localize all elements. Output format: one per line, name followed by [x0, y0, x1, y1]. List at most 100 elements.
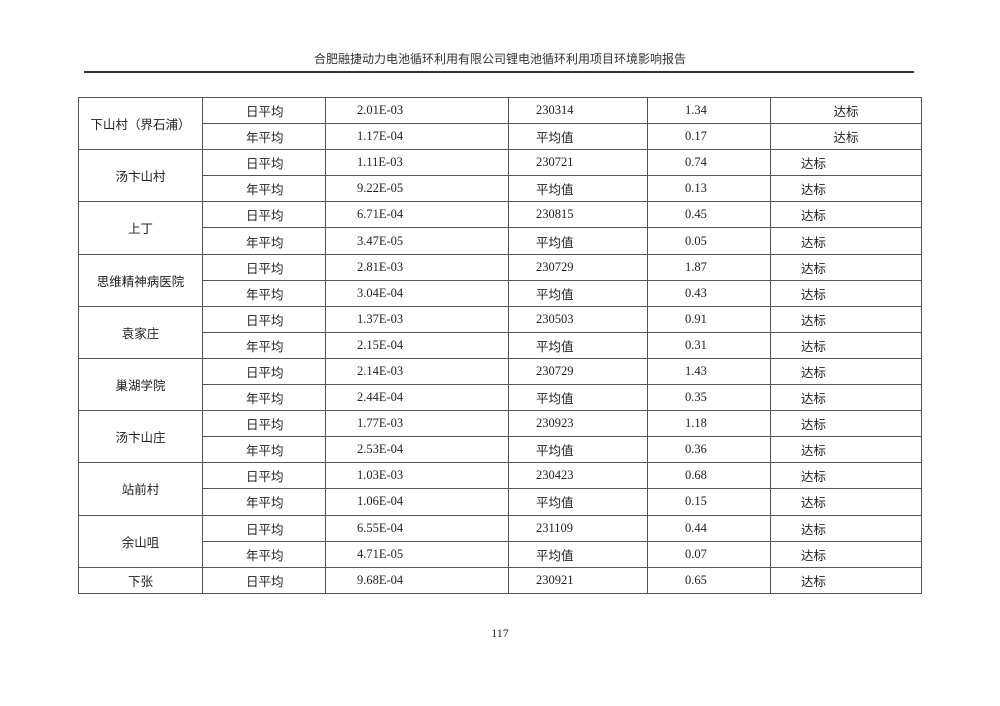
avg-type: 年平均 [202, 384, 326, 412]
concentration: 2.14E-03 [325, 357, 509, 386]
percent-of-standard: 0.65 [647, 566, 771, 594]
table-row: 下山村（界石浦） 日平均 2.01E-03 230314 1.34 达标 [78, 96, 922, 151]
site-name: 思维精神病医院 [78, 253, 203, 307]
percent-of-standard: 0.05 [647, 227, 771, 255]
table-row: 年平均 2.53E-04 平均值 0.36 达标 [79, 436, 922, 464]
site-name: 下张 [78, 566, 203, 594]
site-name: 上丁 [78, 201, 203, 255]
table-row: 汤卞山村 日平均 1.11E-03 230721 0.74 达标 [78, 149, 922, 203]
avg-type: 年平均 [202, 331, 326, 359]
compliance: 达标 [770, 175, 922, 203]
header-rule [84, 71, 914, 73]
table-row: 袁家庄 日平均 1.37E-03 230503 0.91 达标 [78, 305, 922, 359]
concentration: 9.22E-05 [325, 175, 509, 203]
avg-type: 日平均 [202, 410, 326, 438]
compliance: 达标 [770, 436, 922, 464]
results-table: 下山村（界石浦） 日平均 2.01E-03 230314 1.34 达标 年平均 1.17E-… [78, 96, 922, 594]
percent-of-standard: 0.43 [647, 279, 771, 307]
compliance: 达标 [770, 96, 922, 125]
compliance: 达标 [770, 123, 922, 151]
compliance: 达标 [770, 384, 922, 412]
concentration: 2.15E-04 [325, 331, 509, 359]
site-name: 汤卞山村 [78, 149, 203, 203]
table-row: 下张 日平均 9.68E-04 230921 0.65 达标 [78, 566, 922, 594]
table-row: 思维精神病医院 日平均 2.81E-03 230729 1.87 达标 [78, 253, 922, 307]
compliance: 达标 [770, 227, 922, 255]
site-name: 余山咀 [78, 514, 203, 568]
table-row: 年平均 4.71E-05 平均值 0.07 达标 [79, 540, 922, 568]
occurrence-time: 230503 [508, 305, 648, 333]
compliance: 达标 [770, 305, 922, 333]
table-row: 年平均 2.15E-04 平均值 0.31 达标 [79, 331, 922, 359]
compliance: 达标 [770, 566, 922, 594]
avg-type: 年平均 [202, 436, 326, 464]
concentration: 1.11E-03 [325, 149, 509, 177]
avg-type: 日平均 [202, 357, 326, 386]
concentration: 1.77E-03 [325, 410, 509, 438]
table-row: 站前村 日平均 1.03E-03 230423 0.68 达标 [78, 462, 922, 516]
concentration: 9.68E-04 [325, 566, 509, 594]
compliance: 达标 [770, 514, 922, 542]
percent-of-standard: 0.07 [647, 540, 771, 568]
concentration: 1.37E-03 [325, 305, 509, 333]
percent-of-standard: 0.15 [647, 488, 771, 516]
compliance: 达标 [770, 201, 922, 229]
occurrence-time: 230921 [508, 566, 648, 594]
occurrence-time: 230729 [508, 357, 648, 386]
percent-of-standard: 0.45 [647, 201, 771, 229]
occurrence-time: 平均值 [508, 123, 648, 151]
occurrence-time: 平均值 [508, 331, 648, 359]
compliance: 达标 [770, 462, 922, 490]
site-name: 下山村（界石浦） [78, 96, 203, 151]
occurrence-time: 平均值 [508, 540, 648, 568]
table-row: 年平均 9.22E-05 平均值 0.13 达标 [79, 175, 922, 203]
concentration: 1.03E-03 [325, 462, 509, 490]
avg-type: 日平均 [202, 96, 326, 125]
avg-type: 日平均 [202, 201, 326, 229]
compliance: 达标 [770, 357, 922, 386]
occurrence-time: 平均值 [508, 384, 648, 412]
page-number: 117 [491, 626, 509, 640]
occurrence-time: 平均值 [508, 279, 648, 307]
avg-type: 日平均 [202, 305, 326, 333]
occurrence-time: 230423 [508, 462, 648, 490]
occurrence-time: 230314 [508, 96, 648, 125]
concentration: 6.55E-04 [325, 514, 509, 542]
occurrence-time: 平均值 [508, 227, 648, 255]
percent-of-standard: 0.44 [647, 514, 771, 542]
occurrence-time: 平均值 [508, 175, 648, 203]
avg-type: 日平均 [202, 253, 326, 281]
avg-type: 日平均 [202, 566, 326, 594]
table-row: 巢湖学院 日平均 2.14E-03 230729 1.43 达标 [78, 357, 922, 412]
concentration: 4.71E-05 [325, 540, 509, 568]
compliance: 达标 [770, 540, 922, 568]
table-row: 年平均 1.17E-04 平均值 0.17 达标 [79, 123, 922, 151]
percent-of-standard: 1.18 [647, 410, 771, 438]
compliance: 达标 [770, 279, 922, 307]
avg-type: 年平均 [202, 175, 326, 203]
concentration: 2.44E-04 [325, 384, 509, 412]
percent-of-standard: 1.87 [647, 253, 771, 281]
percent-of-standard: 0.74 [647, 149, 771, 177]
percent-of-standard: 1.43 [647, 357, 771, 386]
occurrence-time: 231109 [508, 514, 648, 542]
avg-type: 年平均 [202, 540, 326, 568]
compliance: 达标 [770, 410, 922, 438]
site-name: 袁家庄 [78, 305, 203, 359]
table-row: 上丁 日平均 6.71E-04 230815 0.45 达标 [78, 201, 922, 255]
occurrence-time: 230815 [508, 201, 648, 229]
percent-of-standard: 0.36 [647, 436, 771, 464]
site-name: 汤卞山庄 [78, 410, 203, 464]
percent-of-standard: 0.31 [647, 331, 771, 359]
avg-type: 年平均 [202, 279, 326, 307]
compliance: 达标 [770, 253, 922, 281]
concentration: 1.17E-04 [325, 123, 509, 151]
percent-of-standard: 0.13 [647, 175, 771, 203]
page-header: 合肥融捷动力电池循环利用有限公司锂电池循环利用项目环境影响报告 [313, 52, 686, 66]
avg-type: 年平均 [202, 123, 326, 151]
concentration: 3.47E-05 [325, 227, 509, 255]
avg-type: 日平均 [202, 149, 326, 177]
avg-type: 年平均 [202, 227, 326, 255]
percent-of-standard: 0.17 [647, 123, 771, 151]
concentration: 3.04E-04 [325, 279, 509, 307]
